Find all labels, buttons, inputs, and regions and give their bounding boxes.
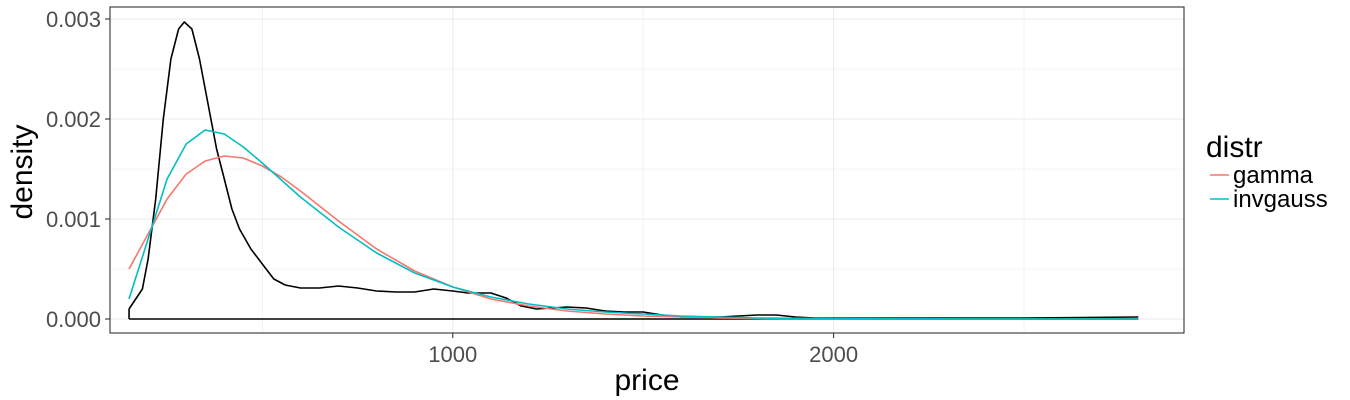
x-axis: 1000 2000 (428, 333, 858, 367)
y-tick-label: 0.001 (46, 207, 101, 232)
legend-title: distr (1206, 131, 1263, 164)
x-tick-label: 2000 (809, 342, 858, 367)
x-axis-title: price (614, 364, 679, 397)
y-tick-label: 0.000 (46, 307, 101, 332)
y-axis: 0.000 0.001 0.002 0.003 (46, 7, 110, 332)
legend-label-gamma: gamma (1233, 162, 1314, 189)
y-tick-label: 0.003 (46, 7, 101, 32)
panel-border (109, 6, 1185, 334)
gridlines (110, 7, 1184, 333)
invgauss-density-line (128, 129, 1139, 320)
y-tick-label: 0.002 (46, 107, 101, 132)
legend-label-invgauss: invgauss (1233, 186, 1328, 213)
x-tick-label: 1000 (428, 342, 477, 367)
series-layer (128, 21, 1139, 320)
gamma-density-line (128, 155, 1139, 320)
y-axis-title: density (6, 124, 39, 219)
